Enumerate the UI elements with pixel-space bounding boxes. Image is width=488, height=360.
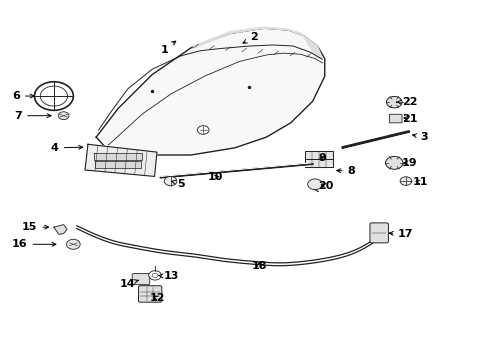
Polygon shape	[54, 225, 67, 234]
Text: 3: 3	[412, 132, 427, 142]
FancyBboxPatch shape	[369, 223, 387, 243]
FancyBboxPatch shape	[388, 114, 401, 123]
Text: 14: 14	[120, 279, 138, 289]
Text: 19: 19	[401, 158, 417, 168]
Text: 21: 21	[401, 113, 417, 123]
Text: 11: 11	[412, 177, 427, 187]
Circle shape	[148, 271, 161, 280]
Circle shape	[34, 82, 73, 111]
Text: 20: 20	[318, 181, 333, 191]
Text: 18: 18	[251, 261, 266, 271]
Circle shape	[386, 96, 401, 108]
Text: 15: 15	[22, 222, 48, 232]
Polygon shape	[95, 161, 141, 168]
Text: 5: 5	[171, 179, 185, 189]
Text: 2: 2	[243, 32, 258, 43]
Polygon shape	[96, 28, 324, 155]
Text: 17: 17	[388, 229, 413, 239]
FancyBboxPatch shape	[132, 274, 149, 285]
Polygon shape	[305, 159, 332, 167]
Circle shape	[399, 177, 411, 185]
Polygon shape	[85, 144, 157, 176]
Text: 6: 6	[12, 91, 34, 101]
Text: 13: 13	[158, 271, 179, 282]
Polygon shape	[193, 27, 322, 59]
Circle shape	[58, 112, 69, 120]
Text: 1: 1	[160, 41, 175, 55]
Text: 10: 10	[207, 172, 223, 182]
FancyBboxPatch shape	[138, 286, 162, 302]
Text: 4: 4	[51, 143, 82, 153]
Circle shape	[307, 179, 322, 190]
Text: 16: 16	[12, 239, 56, 249]
Circle shape	[164, 176, 177, 186]
Text: 8: 8	[336, 166, 355, 176]
Circle shape	[385, 157, 402, 169]
Polygon shape	[305, 152, 332, 159]
Text: 12: 12	[149, 293, 164, 303]
Polygon shape	[94, 153, 142, 159]
Text: 9: 9	[318, 153, 325, 163]
Circle shape	[66, 239, 80, 249]
Text: 7: 7	[15, 111, 51, 121]
Text: 22: 22	[396, 97, 417, 107]
